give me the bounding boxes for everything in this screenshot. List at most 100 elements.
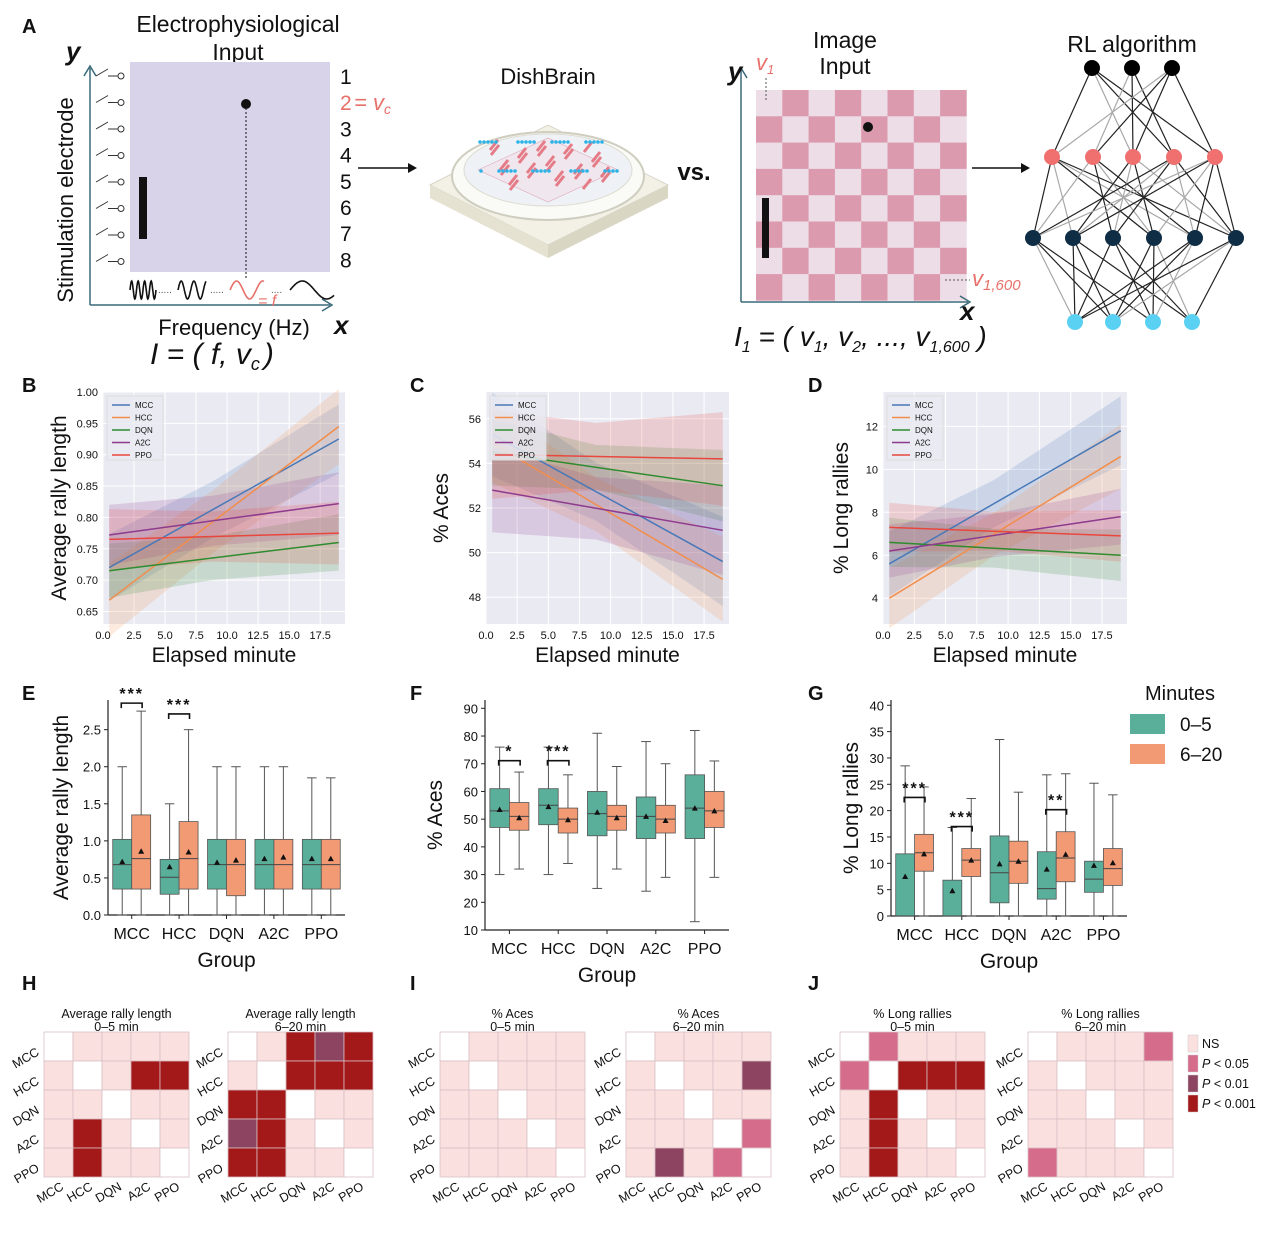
- heatmap-cell: [1143, 1118, 1174, 1149]
- checker-cell: [940, 195, 967, 222]
- neuron-cell: [531, 169, 535, 173]
- heatmap-cell: [1056, 1118, 1087, 1149]
- heatmap-cell: [897, 1147, 928, 1178]
- heatmap-cell: [43, 1089, 74, 1120]
- heatmap-cell: [101, 1089, 132, 1120]
- mean-marker: [968, 857, 975, 863]
- checker-cell: [940, 142, 967, 170]
- mean-marker: [545, 803, 552, 810]
- mean-marker: [662, 817, 669, 824]
- panel-letter-g: G: [808, 683, 824, 705]
- heatmap-col-label: DQN: [277, 1179, 308, 1205]
- mean-marker: [119, 858, 126, 865]
- dish-spike: [517, 152, 529, 164]
- x-tick-label: 2.5: [907, 630, 922, 642]
- dish-spike: [499, 164, 511, 176]
- checker-cell: [887, 247, 915, 275]
- y-tick-label: 54: [469, 458, 481, 470]
- heatmap-row-label: A2C: [809, 1132, 837, 1156]
- y-axis-label: % Aces: [430, 473, 453, 543]
- heatmap-cell: [839, 1118, 870, 1149]
- mean-marker: [1062, 851, 1069, 857]
- network-edge: [1092, 67, 1173, 158]
- y-tick-label: 56: [469, 414, 481, 426]
- image-formula-index: 1,600: [930, 339, 970, 356]
- formula-subscript: c: [251, 354, 260, 374]
- checker-cell: [808, 247, 836, 275]
- heatmap-cell: [839, 1147, 870, 1178]
- neuron-cell: [486, 140, 490, 144]
- significance-bracket: [950, 825, 973, 832]
- heatmap-cell: [314, 1060, 345, 1091]
- x-tick-label: 7.5: [188, 630, 203, 642]
- image-formula-sep: , v: [823, 321, 855, 352]
- heatmap-row-label: MCC: [806, 1045, 838, 1071]
- heatmap-cell: [439, 1118, 470, 1149]
- heatmap-cell: [43, 1118, 74, 1149]
- heatmap-cell: [625, 1089, 656, 1120]
- y-tick-label: 12: [866, 421, 878, 433]
- mean-marker: [308, 855, 315, 862]
- network-edge: [1214, 156, 1237, 239]
- heatmap-cell: [868, 1031, 899, 1062]
- checker-cell: [756, 221, 783, 249]
- neuron-cell: [509, 169, 513, 173]
- electrode-number-7: 7: [340, 223, 352, 246]
- switch-lever: [95, 227, 109, 236]
- switch-contact: [117, 231, 125, 239]
- heatmap-cell: [227, 1060, 258, 1091]
- significance-swatch: [1187, 1054, 1199, 1073]
- heatmap-cell: [343, 1089, 374, 1120]
- y-tick-label: 48: [469, 592, 481, 604]
- heatmap-row-label: PPO: [196, 1161, 226, 1186]
- neuron-cell: [501, 169, 505, 173]
- rl-title: RL algorithm: [1067, 31, 1197, 57]
- mean-marker: [594, 809, 601, 815]
- heatmap-cell: [497, 1147, 528, 1178]
- y-tick-label: 90: [464, 701, 478, 716]
- checker-cell: [808, 116, 836, 143]
- significance-p: P: [1202, 1057, 1211, 1071]
- y-axis-label: % Long rallies: [830, 442, 853, 574]
- heatmap-cell: [468, 1118, 499, 1149]
- heatmap-cell: [741, 1060, 772, 1091]
- heatmap-cell: [314, 1147, 345, 1178]
- panel-letter-i: I: [410, 973, 416, 995]
- image-formula-index: 1: [814, 339, 823, 356]
- dish-spike: [498, 159, 510, 171]
- checker-cell: [834, 116, 862, 143]
- heatmap-cell: [101, 1147, 132, 1178]
- heatmap-col-label: DQN: [889, 1179, 920, 1205]
- electrode-vc-label: = vc: [354, 90, 391, 117]
- heatmap-row-label: DQN: [806, 1103, 837, 1129]
- neuron-cell: [592, 140, 596, 144]
- formula-close: ): [261, 338, 274, 371]
- heatmap-row-label: HCC: [11, 1074, 41, 1100]
- heatmap-col-label: MCC: [616, 1179, 648, 1205]
- neuron-cell: [482, 140, 486, 144]
- checker-cell: [913, 116, 941, 143]
- image-formula: I1 = ( v1, v2, ..., v1,600 ): [734, 321, 987, 356]
- y-tick-label: 25: [870, 777, 884, 792]
- neuron-cell: [513, 169, 517, 173]
- y-tick-label: 0: [877, 909, 884, 924]
- heatmap-cell: [683, 1089, 714, 1120]
- panel-letter-d: D: [808, 375, 822, 397]
- checker-cell: [940, 274, 967, 301]
- checker-cell: [782, 221, 809, 249]
- electro-title-line1: Electrophysiological: [136, 11, 339, 37]
- panel-letter-e: E: [22, 683, 35, 705]
- heatmap-col-label: A2C: [309, 1179, 337, 1203]
- heatmap-cell: [256, 1089, 287, 1120]
- v1600-subscript: 1,600: [983, 277, 1021, 294]
- y-tick-label: 0.75: [77, 544, 98, 556]
- network-node-input: [1067, 314, 1083, 330]
- mean-marker: [138, 848, 145, 854]
- significance-swatch: [1187, 1074, 1199, 1093]
- network-edge: [1074, 237, 1237, 323]
- heatmap-cell: [285, 1031, 316, 1062]
- checker-cell: [940, 247, 967, 275]
- network-edge: [1051, 67, 1173, 158]
- mean-marker: [280, 854, 287, 860]
